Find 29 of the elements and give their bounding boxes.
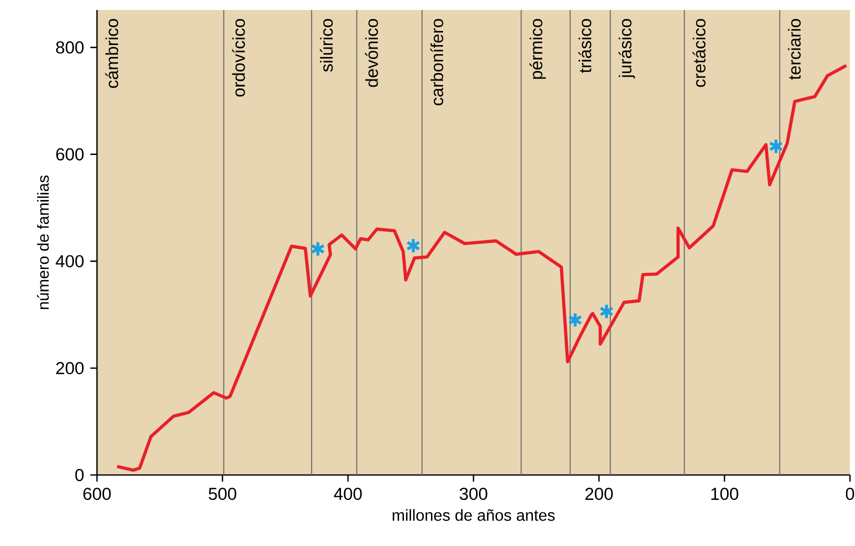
ref-line-label: terciario: [788, 19, 801, 80]
ref-line-label: cretácico: [692, 19, 706, 87]
ref-line-label: jurásico: [618, 19, 635, 78]
x-tick-label: 500: [208, 488, 236, 500]
y-tick-label: 800: [56, 41, 84, 54]
point: [568, 312, 582, 328]
x-tick-label: 400: [334, 488, 362, 500]
ref-line-label: triásico: [578, 19, 592, 73]
y-tick-label: 400: [56, 255, 84, 268]
ref-line-label: silúrico: [320, 19, 333, 72]
point: [599, 303, 614, 320]
y-axis-title: número de familias: [36, 176, 49, 310]
x-tick-label: 100: [711, 488, 738, 500]
x-tick-label: 600: [83, 488, 111, 500]
y-tick-label: 600: [56, 148, 84, 160]
x-tick-label: 200: [585, 488, 613, 500]
point: [310, 240, 326, 258]
point: [768, 138, 784, 154]
ref-line-label: devónico: [365, 19, 378, 87]
point: [406, 238, 420, 254]
ref-line-label: carbonífero: [430, 19, 444, 106]
ref-line-label: ordovícico: [232, 19, 245, 97]
y-tick-label: 200: [56, 362, 84, 374]
annotation: cámbrico: [105, 19, 118, 88]
ref-line-label: pérmico: [529, 19, 546, 79]
x-tick-label: 0: [846, 488, 854, 500]
x-tick-label: 300: [460, 488, 488, 500]
y-tick-label: 0: [75, 468, 84, 482]
x-axis-title: millones de años antes: [392, 509, 555, 521]
